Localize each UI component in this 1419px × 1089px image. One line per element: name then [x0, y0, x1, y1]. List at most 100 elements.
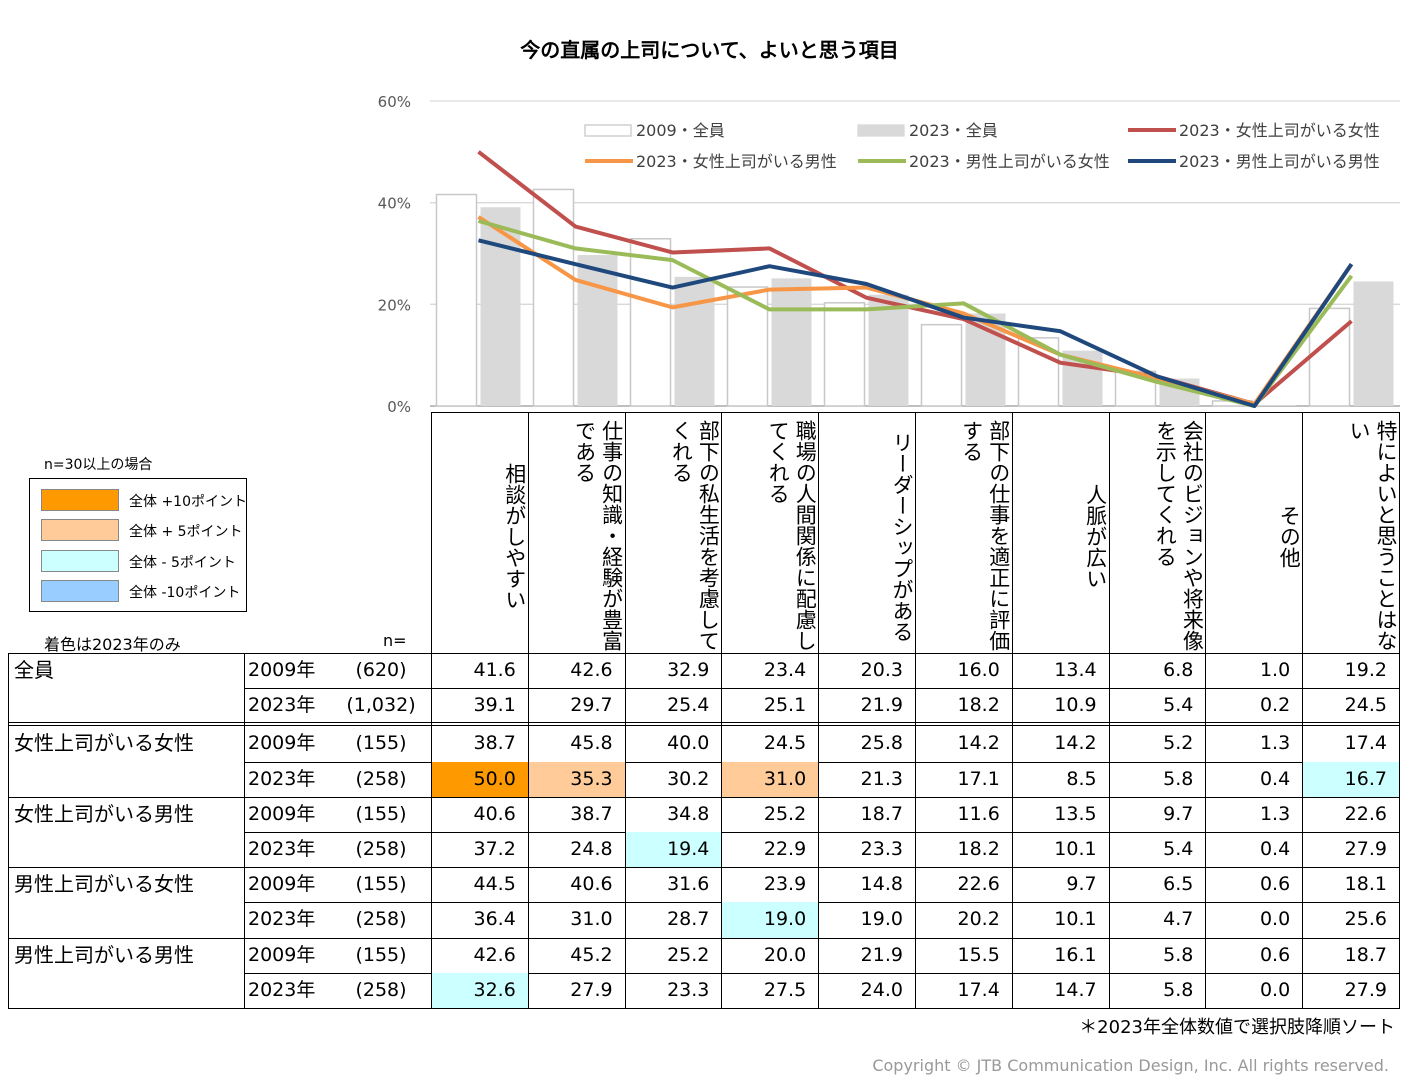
value-cell: 25.8	[860, 732, 903, 755]
color-swatch	[41, 580, 119, 602]
value-cell: 24.8	[570, 838, 613, 860]
value-cell: 10.9	[1054, 694, 1097, 717]
legend-label: 2023・女性上司がいる女性	[1179, 121, 1380, 140]
value-cell: 13.5	[1054, 802, 1097, 825]
value-cell: 38.7	[570, 802, 613, 825]
value-cell: 10.1	[1054, 838, 1097, 860]
group-divider	[8, 796, 1400, 798]
value-cell: 44.5	[473, 873, 516, 896]
y-tick-label: 0%	[387, 398, 411, 416]
value-cell: 28.7	[667, 908, 710, 931]
n-cell: (1,032)	[346, 694, 416, 717]
value-cell: 19.4	[624, 832, 722, 868]
value-cell: 6.8	[1163, 659, 1194, 681]
value-cell: 31.0	[721, 761, 819, 797]
column-header: 部下の私生活を考慮してくれる	[669, 420, 721, 651]
value-cell: 40.0	[667, 732, 710, 755]
n-cell: (155)	[355, 802, 407, 825]
value-cell: 1.3	[1259, 802, 1291, 825]
row-divider	[244, 832, 1399, 833]
value-cell: 9.7	[1066, 873, 1097, 896]
bar-line-chart: 0% 20% 40% 60% 2009・全員 2023・全員 2023・女性上司がいる女性 2…	[378, 93, 1400, 416]
legend-label: 2009・全員	[636, 121, 725, 140]
value-cell: 5.4	[1163, 838, 1194, 860]
n-cell: (155)	[355, 943, 407, 966]
value-cell: 29.7	[570, 694, 613, 717]
bar-2009-all	[823, 302, 866, 407]
color-legend-label: 全体 +10ポイント	[129, 494, 247, 510]
value-cell: 5.8	[1163, 943, 1194, 966]
value-cell: 14.8	[860, 873, 903, 896]
bar-2023-all	[674, 276, 715, 406]
value-cell: 5.8	[1163, 767, 1194, 790]
bar-2023-all	[577, 255, 618, 406]
group-label: 全員	[14, 658, 54, 682]
value-cell: 38.7	[473, 732, 516, 755]
value-cell: 25.1	[763, 694, 807, 717]
color-legend-item: 全体 + 5ポイント	[41, 519, 243, 543]
value-cell: 35.3	[527, 761, 625, 797]
color-legend-item: 全体 +10ポイント	[41, 489, 247, 513]
column-divider	[818, 412, 820, 1008]
table-border	[244, 653, 245, 1008]
value-cell: 9.7	[1163, 802, 1194, 825]
value-cell: 45.8	[570, 732, 613, 755]
value-cell: 0.6	[1259, 943, 1291, 966]
value-cell: 25.2	[667, 943, 710, 966]
value-cell: 0.2	[1259, 694, 1291, 717]
y-tick-label: 40%	[378, 195, 411, 213]
value-cell: 18.2	[957, 838, 1000, 860]
value-cell: 25.6	[1344, 908, 1387, 931]
value-cell: 32.6	[431, 972, 528, 1008]
y-tick-label: 20%	[378, 296, 411, 314]
column-divider	[1108, 412, 1110, 1008]
value-cell: 42.6	[570, 659, 613, 681]
row-divider	[244, 972, 1399, 974]
column-divider	[1399, 412, 1400, 1008]
column-divider	[915, 412, 916, 1008]
bar-2009-all	[435, 193, 478, 407]
value-cell: 22.9	[763, 838, 807, 860]
bar-2009-all	[1017, 337, 1060, 407]
value-cell: 23.9	[763, 873, 807, 896]
n-cell: (258)	[355, 767, 407, 790]
value-cell: 41.6	[473, 659, 516, 681]
row-divider	[244, 688, 1399, 690]
group-label: 女性上司がいる女性	[14, 731, 194, 756]
value-cell: 36.4	[473, 908, 516, 931]
table-border	[8, 653, 1400, 654]
column-divider	[1302, 412, 1304, 1008]
copyright: Copyright © JTB Communication Design, In…	[872, 1056, 1389, 1075]
value-cell: 4.7	[1163, 908, 1194, 931]
value-cell: 19.0	[860, 908, 903, 931]
value-cell: 17.4	[1344, 732, 1387, 755]
table-border	[8, 653, 9, 1008]
value-cell: 24.5	[1344, 694, 1387, 717]
value-cell: 0.6	[1259, 873, 1291, 896]
group-divider	[8, 937, 1400, 939]
value-cell: 20.0	[763, 943, 807, 966]
value-cell: 17.4	[957, 978, 1000, 1001]
value-cell: 16.0	[957, 659, 1000, 681]
value-cell: 17.1	[957, 767, 1000, 790]
value-cell: 21.9	[860, 694, 903, 717]
group-divider	[8, 1008, 1400, 1009]
bar-2009-all	[920, 323, 963, 407]
value-cell: 19.0	[721, 902, 819, 938]
value-cell: 27.5	[763, 978, 807, 1001]
value-cell: 15.5	[957, 943, 1000, 966]
value-cell: 13.4	[1054, 659, 1097, 681]
sort-note: ＊2023年全体数値で選択肢降順ソート	[1079, 1017, 1395, 1038]
value-cell: 14.2	[1054, 732, 1097, 755]
legend-label: 2023・男性上司がいる女性	[909, 152, 1110, 171]
color-swatch	[41, 550, 119, 572]
bar-2023-all	[480, 207, 521, 406]
value-cell: 20.2	[957, 908, 1000, 931]
group-label: 女性上司がいる男性	[14, 801, 194, 826]
value-cell: 5.2	[1163, 732, 1194, 755]
color-swatch	[41, 519, 119, 541]
color-legend-item: 全体 - 5ポイント	[41, 550, 241, 574]
value-cell: 27.9	[570, 978, 613, 1001]
value-cell: 0.0	[1259, 908, 1291, 931]
column-header: その他	[1277, 505, 1302, 568]
